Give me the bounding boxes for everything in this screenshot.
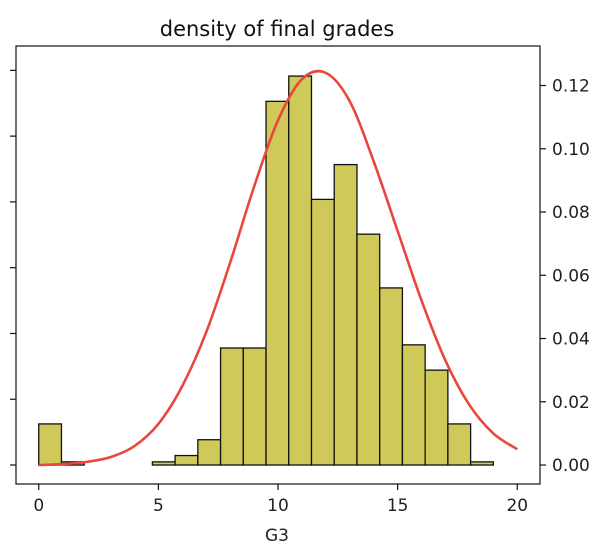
histogram-bar	[447, 423, 472, 466]
chart-title: density of final grades	[160, 17, 395, 41]
x-tick-label: 10	[267, 496, 289, 516]
y-axis-ticks: 0.00 0.02 0.04 0.06 0.08 0.10 0.12	[10, 69, 590, 476]
histogram-bar	[379, 287, 404, 466]
x-tick-label: 5	[153, 496, 164, 516]
histogram-bar	[469, 461, 494, 466]
histogram-bar	[265, 100, 290, 466]
histogram-bar	[288, 75, 313, 466]
histogram-bar	[174, 454, 199, 466]
histogram-bar	[401, 344, 426, 466]
histogram-bar	[38, 423, 63, 466]
histogram-bar	[333, 163, 358, 466]
x-tick-label: 15	[387, 496, 409, 516]
histogram-bar	[356, 233, 381, 466]
x-axis-ticks: 0 5 10 15 20	[33, 484, 528, 516]
y-tick-label: 0.00	[552, 456, 590, 476]
x-axis-label: G3	[265, 526, 289, 546]
y-tick-label: 0.08	[552, 203, 590, 223]
histogram-bar	[151, 461, 176, 466]
histogram-bar	[242, 347, 267, 466]
y-tick-label: 0.04	[552, 330, 590, 350]
x-tick-label: 20	[506, 496, 528, 516]
y-tick-label: 0.10	[552, 140, 590, 160]
x-tick-label: 0	[33, 496, 44, 516]
y-tick-label: 0.06	[552, 266, 590, 286]
y-tick-label: 0.12	[552, 77, 590, 97]
histogram-bar	[197, 439, 222, 466]
histogram-bar	[219, 347, 244, 466]
y-tick-label: 0.02	[552, 393, 590, 413]
histogram-bar	[424, 369, 449, 466]
density-curve	[38, 69, 518, 467]
histogram-bars	[38, 75, 494, 466]
histogram-bar	[310, 198, 335, 466]
